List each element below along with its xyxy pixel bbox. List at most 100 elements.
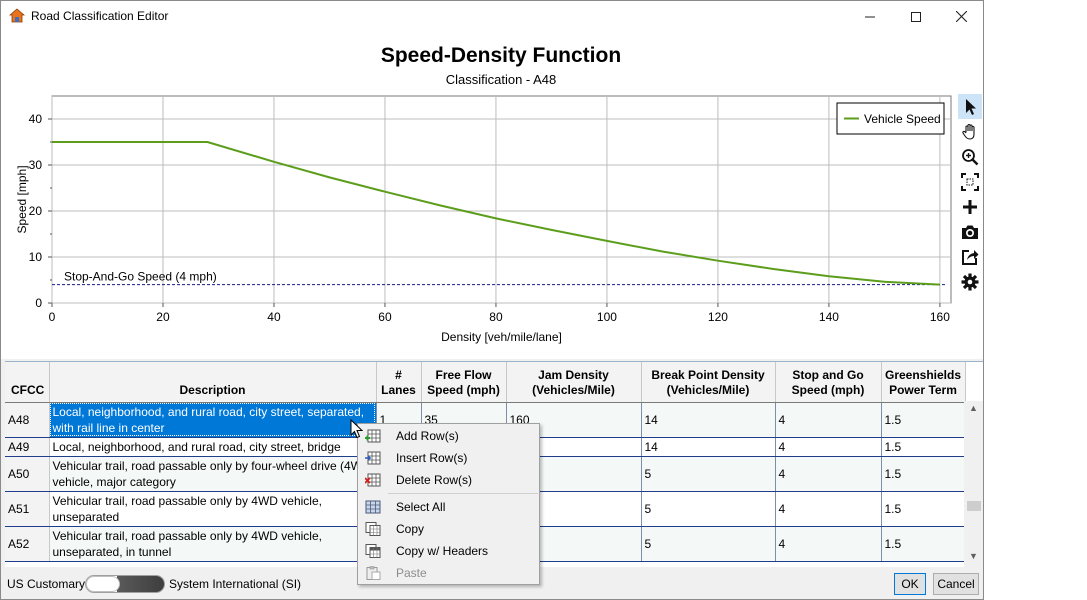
mouse-cursor-icon bbox=[350, 419, 363, 439]
maximize-button[interactable] bbox=[893, 1, 939, 32]
y-tick-label: 40 bbox=[29, 112, 43, 126]
unit-system-toggle[interactable] bbox=[85, 575, 165, 593]
menu-item-add-rows[interactable]: Add Row(s) bbox=[360, 425, 538, 447]
speed-density-chart[interactable]: 0 20 40 60 80 100 120 140 160 0 10 20 30 40 Density [v… bbox=[1, 32, 956, 359]
cell-stop-and-go-speed[interactable]: 4 bbox=[775, 402, 882, 438]
cell-greenshields-power[interactable]: 1.5 bbox=[881, 402, 966, 438]
cell-greenshields-power[interactable]: 1.5 bbox=[881, 526, 966, 562]
cell-greenshields-power[interactable]: 1.5 bbox=[881, 491, 966, 527]
series-line-vehicle-speed bbox=[52, 141, 940, 286]
menu-item-select-all[interactable]: Select All bbox=[360, 496, 538, 518]
add-row-icon bbox=[365, 429, 381, 443]
legend-label: Vehicle Speed bbox=[864, 112, 941, 126]
chart-subtitle: Classification - A48 bbox=[445, 72, 557, 87]
minimize-button[interactable] bbox=[847, 1, 893, 32]
scroll-up-arrow-icon[interactable]: ▲ bbox=[969, 403, 978, 413]
chart-toolbar bbox=[958, 94, 982, 294]
y-tick-label: 20 bbox=[29, 204, 43, 218]
cell-description[interactable]: Vehicular trail, road passable only by 4… bbox=[49, 491, 377, 527]
pointer-icon bbox=[966, 98, 976, 115]
zoom-tool-button[interactable] bbox=[958, 144, 982, 169]
close-button[interactable] bbox=[938, 1, 983, 32]
pan-tool-button[interactable] bbox=[958, 119, 982, 144]
cancel-button[interactable]: Cancel bbox=[933, 573, 979, 595]
cell-cfcc[interactable]: A52 bbox=[5, 526, 50, 562]
y-tick-label: 10 bbox=[29, 250, 43, 264]
cell-greenshields-power[interactable]: 1.5 bbox=[881, 437, 966, 457]
scroll-down-arrow-icon[interactable]: ▼ bbox=[969, 551, 978, 561]
cell-stop-and-go-speed[interactable]: 4 bbox=[775, 526, 882, 562]
x-tick-label: 140 bbox=[819, 310, 839, 324]
chart-panel: Speed-Density Function Classification - … bbox=[1, 32, 983, 359]
export-button[interactable] bbox=[958, 244, 982, 269]
y-axis-label: Speed [mph] bbox=[15, 165, 29, 233]
export-icon bbox=[962, 249, 979, 265]
cell-cfcc[interactable]: A49 bbox=[5, 437, 50, 457]
cell-break-point-density[interactable]: 5 bbox=[641, 491, 776, 527]
settings-gear-icon bbox=[961, 273, 979, 290]
menu-item-paste: Paste bbox=[360, 562, 538, 584]
cell-break-point-density[interactable]: 5 bbox=[641, 456, 776, 492]
column-header-lanes[interactable]: # Lanes bbox=[376, 362, 422, 403]
x-tick-label: 60 bbox=[378, 310, 392, 324]
camera-icon bbox=[962, 225, 978, 239]
menu-item-copy-with-headers[interactable]: Copy w/ Headers bbox=[360, 540, 538, 562]
settings-button[interactable] bbox=[958, 269, 982, 294]
delete-row-icon bbox=[365, 473, 381, 487]
column-header-cfcc[interactable]: CFCC bbox=[5, 362, 50, 403]
column-header-greenshields-power[interactable]: Greenshields Power Term bbox=[881, 362, 966, 403]
column-header-description[interactable]: Description bbox=[49, 362, 377, 403]
snapshot-button[interactable] bbox=[958, 219, 982, 244]
cell-break-point-density[interactable]: 14 bbox=[641, 402, 776, 438]
cell-stop-and-go-speed[interactable]: 4 bbox=[775, 491, 882, 527]
window-title: Road Classification Editor bbox=[31, 9, 169, 23]
cell-cfcc[interactable]: A50 bbox=[5, 456, 50, 492]
cell-description[interactable]: Local, neighborhood, and rural road, cit… bbox=[49, 402, 377, 438]
menu-separator bbox=[388, 493, 538, 494]
title-bar: Road Classification Editor bbox=[1, 1, 983, 32]
zoom-fit-icon bbox=[961, 172, 979, 191]
maximize-icon bbox=[911, 11, 921, 22]
copy-headers-icon bbox=[365, 544, 381, 558]
pan-hand-icon bbox=[962, 123, 975, 140]
toggle-knob[interactable] bbox=[86, 576, 120, 592]
x-tick-label: 20 bbox=[156, 310, 170, 324]
y-tick-label: 30 bbox=[29, 158, 43, 172]
menu-item-copy[interactable]: Copy bbox=[360, 518, 538, 540]
cell-break-point-density[interactable]: 14 bbox=[641, 437, 776, 457]
cell-cfcc[interactable]: A48 bbox=[5, 402, 50, 438]
x-tick-label: 160 bbox=[930, 310, 950, 324]
menu-item-delete-rows[interactable]: Delete Row(s) bbox=[360, 469, 538, 491]
grid-context-menu: Add Row(s) Insert Row(s) Delete Row(s) S… bbox=[357, 423, 540, 585]
y-tick-label: 0 bbox=[35, 296, 42, 310]
plot-area bbox=[51, 95, 952, 304]
column-header-jam-density[interactable]: Jam Density (Vehicles/Mile) bbox=[506, 362, 642, 403]
x-tick-label: 40 bbox=[267, 310, 281, 324]
x-tick-label: 0 bbox=[49, 310, 56, 324]
x-axis-label: Density [veh/mile/lane] bbox=[441, 330, 562, 344]
unit-label-us-customary: US Customary bbox=[7, 577, 86, 591]
cell-stop-and-go-speed[interactable]: 4 bbox=[775, 456, 882, 492]
column-header-stop-and-go-speed[interactable]: Stop and Go Speed (mph) bbox=[775, 362, 882, 403]
cell-break-point-density[interactable]: 5 bbox=[641, 526, 776, 562]
menu-item-insert-rows[interactable]: Insert Row(s) bbox=[360, 447, 538, 469]
stop-and-go-label: Stop-And-Go Speed (4 mph) bbox=[64, 270, 217, 284]
cell-description[interactable]: Vehicular trail, road passable only by f… bbox=[49, 456, 377, 492]
cell-greenshields-power[interactable]: 1.5 bbox=[881, 456, 966, 492]
column-header-free-flow-speed[interactable]: Free Flow Speed (mph) bbox=[421, 362, 507, 403]
cell-description[interactable]: Local, neighborhood, and rural road, cit… bbox=[49, 437, 377, 457]
add-point-button[interactable] bbox=[958, 194, 982, 219]
chart-title: Speed-Density Function bbox=[380, 44, 622, 67]
pointer-tool-button[interactable] bbox=[958, 94, 982, 119]
ok-button[interactable]: OK bbox=[894, 573, 926, 595]
table-header-row: CFCC Description # Lanes Free Flow Speed (… bbox=[5, 362, 966, 403]
scrollbar-thumb[interactable] bbox=[967, 501, 981, 511]
cell-cfcc[interactable]: A51 bbox=[5, 491, 50, 527]
cell-description[interactable]: Vehicular trail, road passable only by 4… bbox=[49, 526, 377, 562]
grid-vertical-scrollbar[interactable]: ▲ ▼ bbox=[964, 401, 983, 567]
cell-stop-and-go-speed[interactable]: 4 bbox=[775, 437, 882, 457]
zoom-fit-button[interactable] bbox=[958, 169, 982, 194]
column-header-break-point-density[interactable]: Break Point Density (Vehicles/Mile) bbox=[641, 362, 776, 403]
x-tick-label: 80 bbox=[489, 310, 503, 324]
select-all-icon bbox=[365, 500, 381, 514]
